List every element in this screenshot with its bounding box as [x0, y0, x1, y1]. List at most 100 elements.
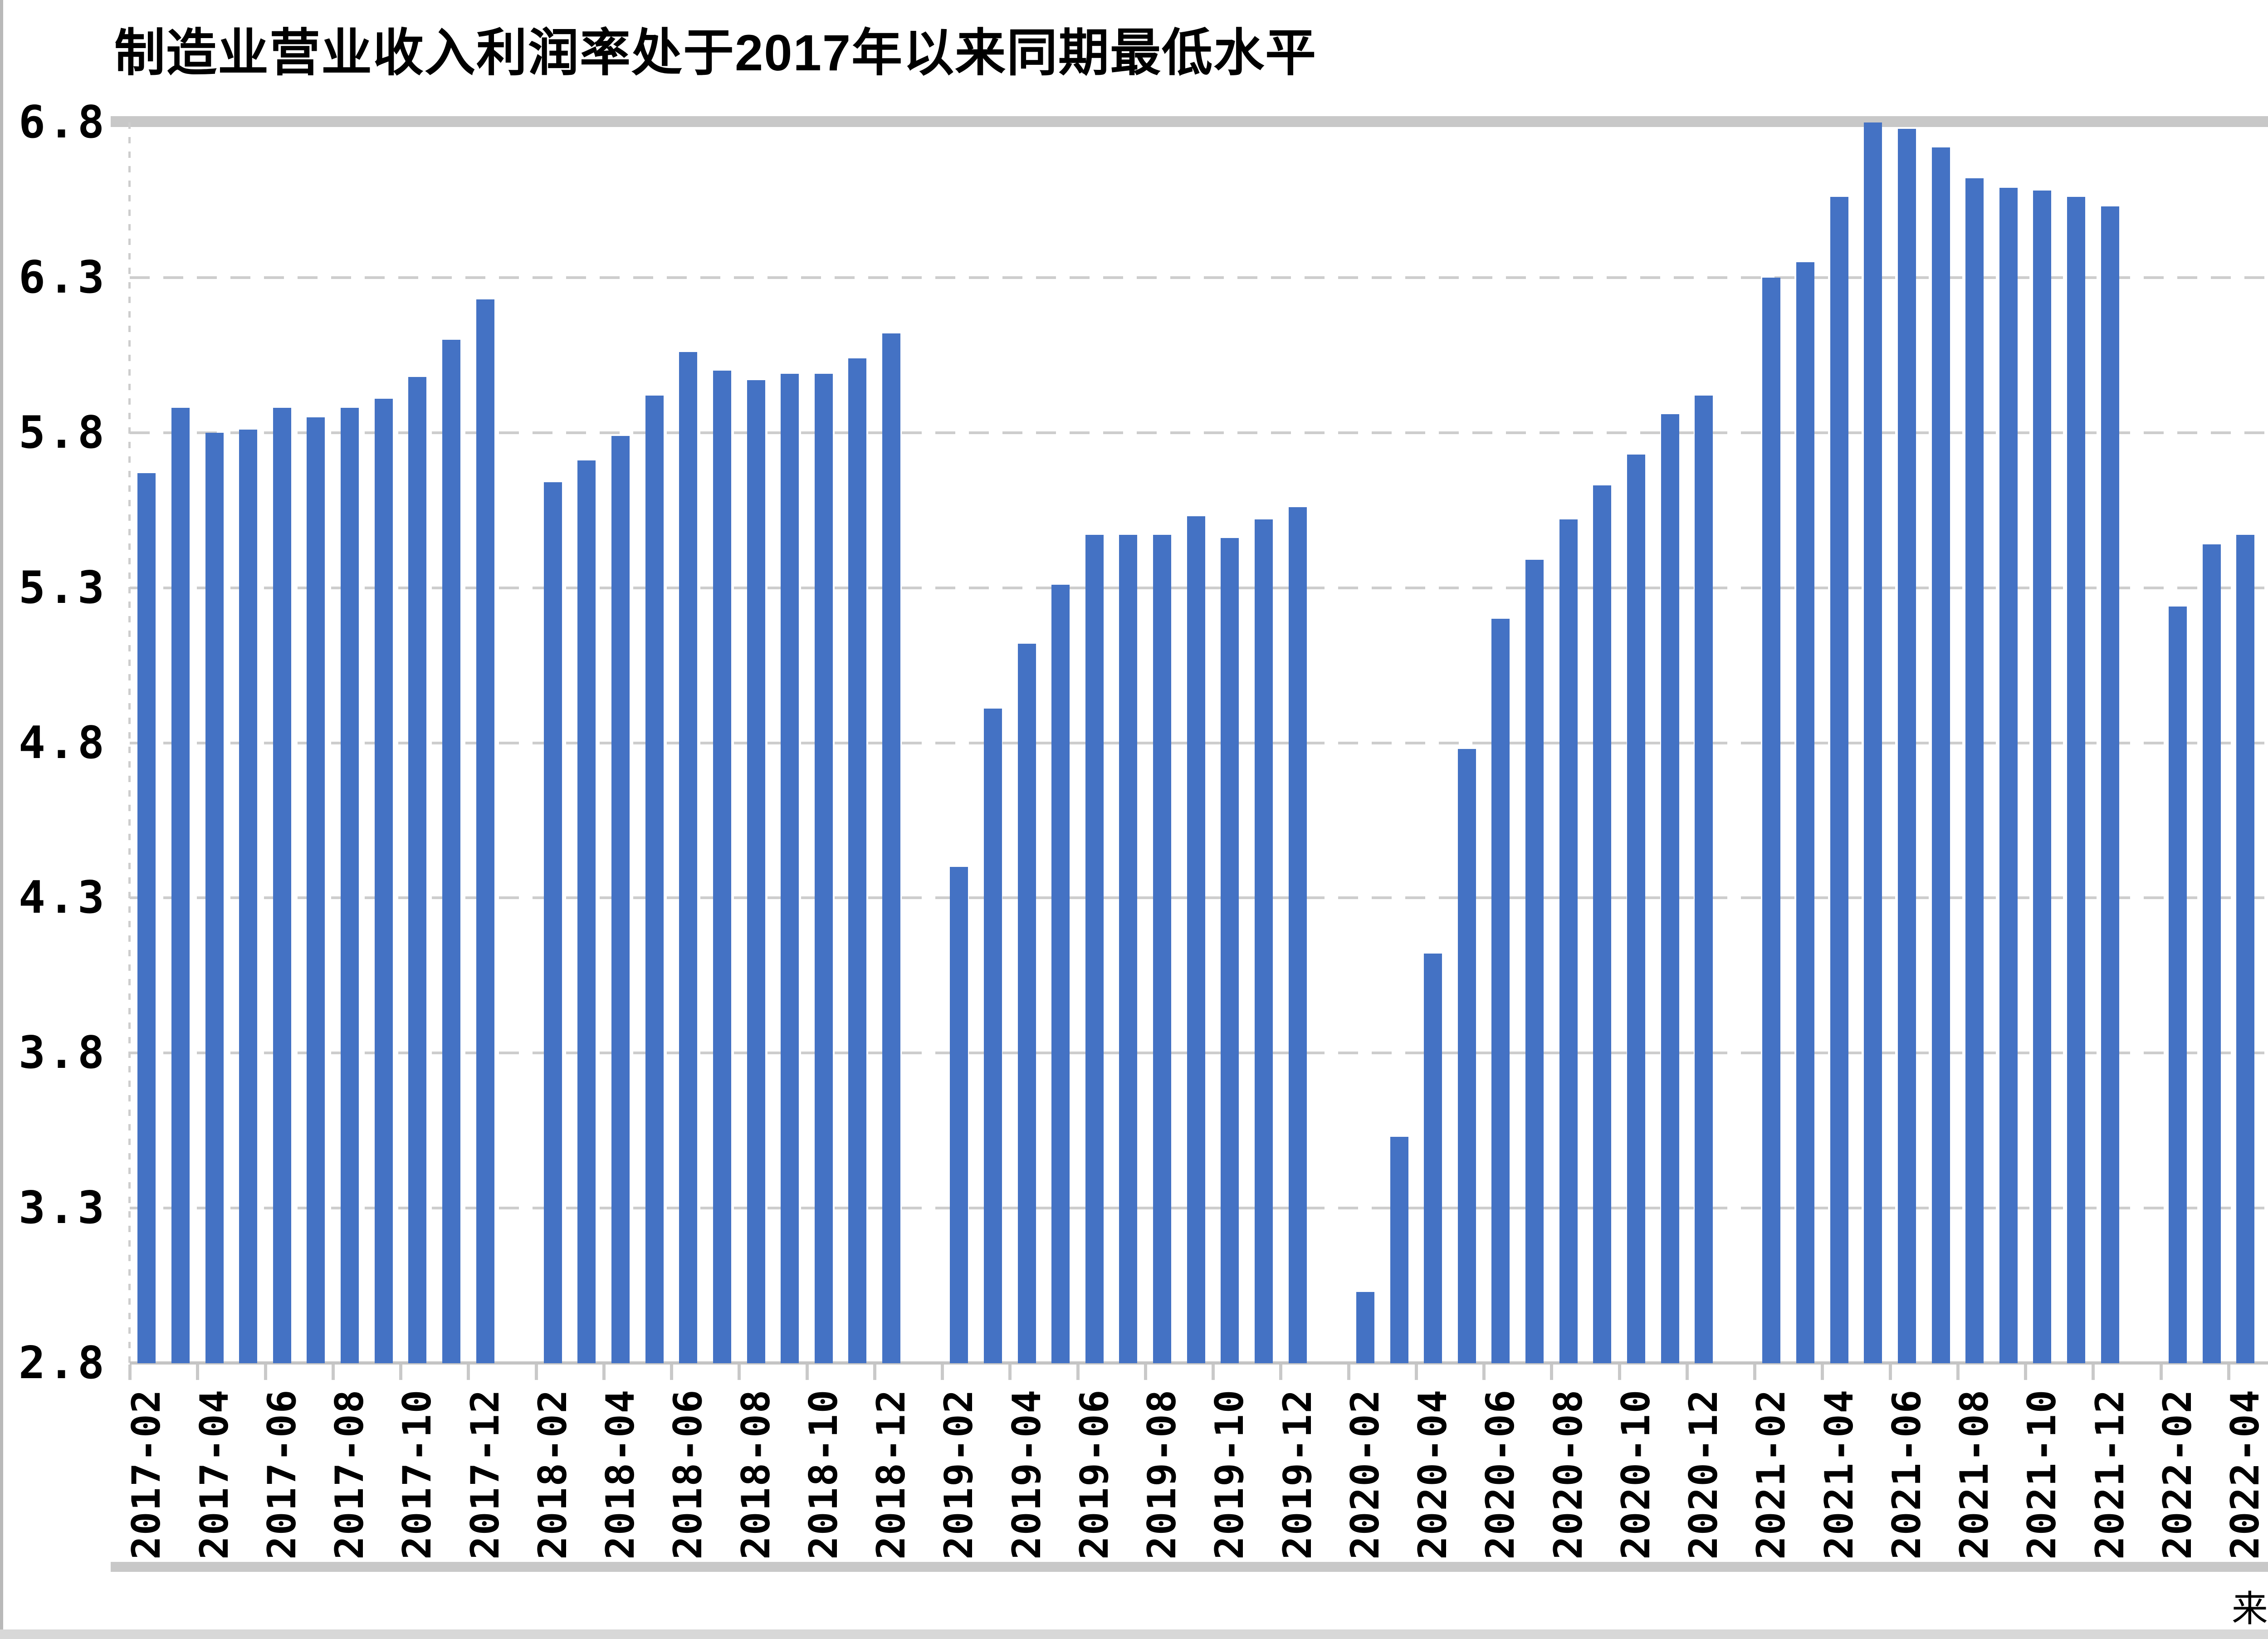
y-axis-tick-label: 6.3 — [18, 251, 107, 303]
x-axis-tick-label: 2019-02 — [936, 1389, 982, 1560]
x-axis-tick-label: 2021-10 — [2019, 1389, 2065, 1560]
x-axis-tick-label: 2017-06 — [259, 1389, 305, 1560]
bar-2020-11 — [1661, 414, 1679, 1363]
x-axis-tick-label: 2019-06 — [1071, 1389, 1117, 1560]
x-axis-tick — [1685, 1365, 1689, 1380]
bar-2021-02 — [1762, 277, 1781, 1363]
x-axis-tick — [2024, 1365, 2028, 1380]
bar-2018-11 — [848, 358, 867, 1363]
plot-left-border — [128, 122, 131, 1364]
bar-2022-02 — [2168, 606, 2187, 1363]
x-axis-tick-label: 2021-06 — [1884, 1389, 1930, 1560]
bar-2017-10 — [408, 377, 427, 1363]
x-axis-tick — [467, 1365, 470, 1380]
x-axis-tick — [1008, 1365, 1012, 1380]
x-axis-tick-label: 2020-12 — [1681, 1389, 1727, 1560]
x-axis-tick — [1618, 1365, 1621, 1380]
bar-2019-08 — [1153, 535, 1172, 1363]
bar-2018-12 — [882, 333, 901, 1363]
bar-2018-02 — [543, 482, 562, 1363]
y-axis-tick-label: 6.8 — [18, 97, 107, 148]
bar-2021-07 — [1931, 147, 1950, 1363]
bar-2017-12 — [476, 299, 494, 1363]
x-axis-tick — [670, 1365, 674, 1380]
x-axis-tick-label: 2019-08 — [1139, 1389, 1185, 1560]
x-axis-tick — [1956, 1365, 1960, 1380]
chart-title: 制造业营业收入利润率处于2017年以来同期最低水平 — [114, 24, 1317, 81]
y-axis-tick-label: 3.8 — [18, 1027, 107, 1079]
y-axis-tick-label: 5.3 — [18, 562, 107, 614]
bar-2021-11 — [2067, 197, 2086, 1363]
bar-2019-02 — [950, 867, 968, 1363]
x-axis-tick-label: 2018-06 — [665, 1389, 711, 1560]
bar-2020-05 — [1457, 749, 1476, 1363]
x-axis-tick — [1414, 1365, 1418, 1380]
x-axis-tick — [1279, 1365, 1283, 1380]
bar-2021-09 — [1999, 187, 2018, 1363]
x-axis-tick-label: 2020-02 — [1342, 1389, 1388, 1560]
bar-2018-08 — [747, 380, 765, 1363]
x-axis-tick — [1753, 1365, 1757, 1380]
x-axis-tick-label: 2018-02 — [530, 1389, 576, 1560]
x-axis-tick-label: 2017-12 — [462, 1389, 508, 1560]
y-axis-tick-label: 4.8 — [18, 717, 107, 769]
source-note: 来源：WIND、界面商学院 — [2231, 1588, 2268, 1630]
x-axis-tick — [873, 1365, 876, 1380]
bar-2022-03 — [2202, 544, 2221, 1363]
x-axis-tick — [805, 1365, 809, 1380]
bar-2020-04 — [1424, 954, 1442, 1363]
bar-2018-03 — [577, 460, 596, 1363]
bar-2017-11 — [442, 339, 460, 1363]
bar-2021-10 — [2033, 191, 2052, 1363]
page-left-border — [0, 0, 3, 1639]
y-axis-tick-label: 2.8 — [18, 1337, 107, 1389]
x-axis-tick — [399, 1365, 402, 1380]
bar-2021-03 — [1796, 262, 1815, 1363]
bar-2018-06 — [679, 352, 698, 1363]
x-axis-tick-label: 2020-08 — [1545, 1389, 1591, 1560]
x-axis-tick-label: 2017-04 — [191, 1389, 237, 1560]
x-axis-tick — [2227, 1365, 2230, 1380]
y-axis-tick-label: 4.3 — [18, 872, 107, 924]
top-rule-divider — [111, 116, 2268, 127]
x-axis-tick — [1821, 1365, 1824, 1380]
x-axis-tick-label: 2021-04 — [1816, 1389, 1862, 1560]
x-axis-tick-label: 2018-08 — [733, 1389, 779, 1560]
bar-2018-09 — [781, 373, 799, 1363]
bottom-rule-divider — [111, 1562, 2268, 1572]
x-axis-tick — [1888, 1365, 1892, 1380]
x-axis-tick-label: 2019-04 — [1004, 1389, 1050, 1560]
gridline — [130, 276, 2268, 279]
x-axis-tick-label: 2021-12 — [2087, 1389, 2133, 1560]
x-axis-tick-label: 2017-08 — [327, 1389, 373, 1560]
bar-2019-06 — [1085, 535, 1104, 1363]
x-axis-tick — [602, 1365, 606, 1380]
x-axis-tick-label: 2020-04 — [1410, 1389, 1456, 1560]
bar-2020-02 — [1356, 1292, 1374, 1363]
bar-2021-08 — [1965, 178, 1984, 1363]
bar-2019-05 — [1051, 584, 1070, 1363]
x-axis-tick — [264, 1365, 267, 1380]
bar-2021-05 — [1864, 122, 1882, 1363]
x-axis-tick-label: 2022-02 — [2155, 1389, 2200, 1560]
x-axis-tick-label: 2021-02 — [1749, 1389, 1794, 1560]
bar-2019-11 — [1254, 519, 1273, 1363]
bar-2018-04 — [611, 435, 630, 1363]
bar-2020-07 — [1525, 560, 1544, 1363]
y-axis-tick-label: 3.3 — [18, 1182, 107, 1234]
x-axis-tick — [941, 1365, 944, 1380]
bar-2020-10 — [1627, 454, 1645, 1363]
x-axis-tick — [534, 1365, 538, 1380]
x-axis-tick-label: 2017-02 — [124, 1389, 170, 1560]
x-axis-tick-label: 2019-12 — [1275, 1389, 1320, 1560]
x-axis-tick — [128, 1365, 132, 1380]
bar-2019-09 — [1187, 516, 1205, 1363]
x-axis-tick-label: 2018-04 — [598, 1389, 644, 1560]
x-axis-tick-label: 2018-10 — [801, 1389, 846, 1560]
bar-2019-12 — [1288, 507, 1307, 1363]
x-axis-tick-label: 2017-10 — [395, 1389, 440, 1560]
x-axis-tick — [2092, 1365, 2095, 1380]
bar-2020-08 — [1559, 519, 1578, 1363]
